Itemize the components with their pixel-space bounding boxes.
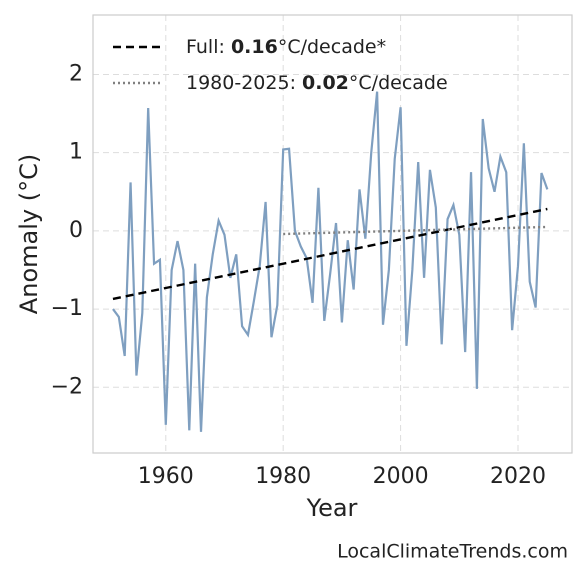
- x-tick-label: 2020: [490, 464, 546, 489]
- trend-line: [112, 207, 548, 301]
- legend-label: Full: 0.16°C/decade*: [186, 36, 386, 58]
- legend-rate: 0.02: [302, 72, 349, 94]
- legend-suffix: °C/decade: [349, 72, 448, 94]
- y-tick-label: 2: [69, 61, 83, 86]
- x-axis-label: Year: [306, 494, 358, 522]
- source: LocalClimateTrends.com: [337, 541, 568, 563]
- legend-label: 1980-2025: 0.02°C/decade: [186, 72, 448, 94]
- legend-rate: 0.16: [231, 36, 278, 58]
- x-tick-label: 2000: [373, 464, 429, 489]
- data-line: [112, 91, 549, 432]
- legend-suffix: °C/decade*: [278, 36, 386, 58]
- x-tick-label: 1960: [138, 464, 194, 489]
- y-axis-label: Anomaly (°C): [15, 154, 43, 314]
- plot-frame: [92, 14, 573, 454]
- y-tick-label: −1: [51, 296, 83, 321]
- legend-prefix: 1980-2025:: [186, 72, 302, 94]
- plot-area: [93, 15, 572, 453]
- trend-line: [283, 225, 548, 236]
- y-tick-label: 0: [69, 218, 83, 243]
- y-tick-label: −2: [51, 374, 83, 399]
- legend-prefix: Full:: [186, 36, 231, 58]
- y-tick-label: 1: [69, 140, 83, 165]
- x-tick-label: 1980: [255, 464, 311, 489]
